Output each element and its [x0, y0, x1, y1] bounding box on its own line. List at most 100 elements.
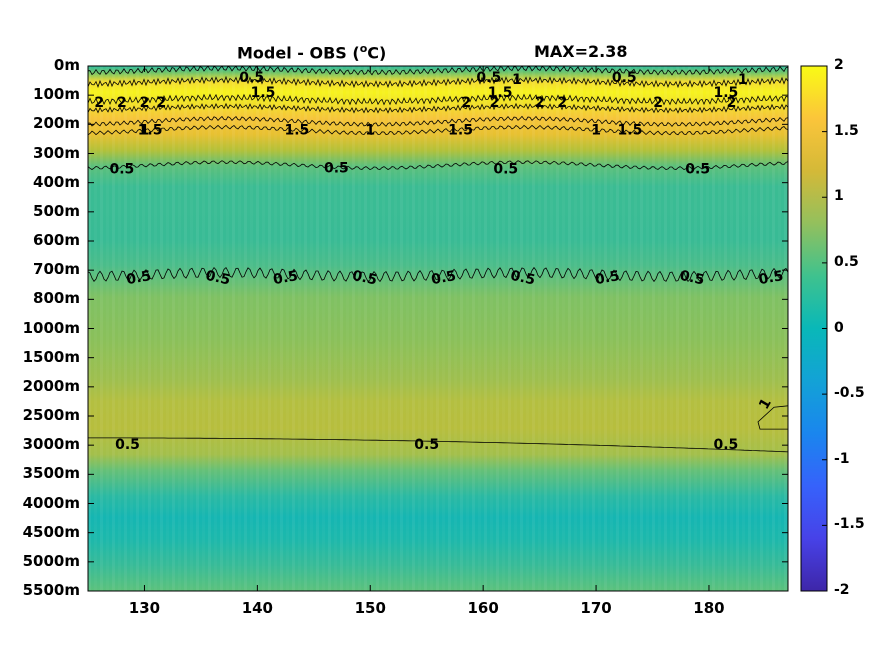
- y-ticks: [88, 65, 788, 592]
- texture-stripe: [262, 66, 265, 591]
- texture-stripe: [382, 66, 385, 591]
- texture-stripe: [460, 66, 463, 591]
- y-tick-label: 200m: [33, 114, 80, 133]
- texture-stripe: [634, 66, 637, 591]
- colorbar-tick-label: 2: [834, 57, 844, 73]
- texture-stripe: [100, 66, 103, 591]
- texture-stripe: [544, 66, 547, 591]
- y-tick-label: 3000m: [22, 435, 80, 454]
- contour-lines: [88, 66, 788, 453]
- texture-stripe: [352, 66, 355, 591]
- texture-stripe: [532, 66, 535, 591]
- y-tick-label: 800m: [33, 289, 80, 308]
- y-tick-label: 4500m: [22, 522, 80, 541]
- texture-stripe: [478, 66, 481, 591]
- colorbar-tick-label: 1.5: [834, 122, 859, 139]
- y-tick-label: 1500m: [22, 347, 80, 366]
- colorbar-tick-label: 0.5: [834, 253, 859, 270]
- chart-title: Model - OBS (oC): [237, 42, 386, 62]
- contour-label: 1.5: [618, 122, 643, 138]
- texture-stripe: [136, 66, 139, 591]
- texture-stripe: [760, 66, 763, 591]
- texture-stripe: [694, 66, 697, 591]
- contour-label: 0.5: [414, 437, 439, 453]
- texture-stripe: [322, 66, 325, 591]
- contour-label: 0.5: [713, 437, 738, 453]
- y-tick-label: 0m: [53, 56, 80, 74]
- title-unit: C): [367, 43, 387, 63]
- texture-stripe: [592, 66, 595, 591]
- texture-stripe: [298, 66, 301, 591]
- contour-line: [88, 93, 788, 106]
- texture-stripe: [412, 66, 415, 591]
- y-tick-label: 600m: [33, 231, 80, 249]
- contour-label: 2: [117, 95, 127, 111]
- texture-stripe: [304, 66, 307, 591]
- title-degree: o: [359, 42, 368, 55]
- texture-stripe: [502, 66, 505, 591]
- texture-stripe: [250, 66, 253, 591]
- texture-stripe: [676, 66, 679, 591]
- texture-stripe: [520, 66, 523, 591]
- contour-label: 2: [140, 95, 150, 111]
- texture-stripe: [112, 66, 115, 591]
- texture-stripe: [550, 66, 553, 591]
- texture-stripe: [142, 66, 145, 591]
- texture-stripe: [226, 66, 229, 591]
- contour-label: 0.5: [204, 268, 232, 289]
- texture-stripe: [166, 66, 169, 591]
- texture-stripe: [712, 66, 715, 591]
- texture-stripe: [586, 66, 589, 591]
- texture-stripe: [334, 66, 337, 591]
- contour-label: 2: [157, 95, 167, 111]
- texture-stripe: [184, 66, 187, 591]
- y-tick-label: 5500m: [22, 581, 80, 599]
- texture-stripe: [130, 66, 133, 591]
- contour-line: [88, 437, 788, 453]
- texture-stripe: [220, 66, 223, 591]
- contour-label: 0.5: [239, 70, 264, 86]
- contour-label: 1.5: [448, 122, 473, 138]
- texture-stripe: [286, 66, 289, 591]
- texture-stripe: [94, 66, 97, 591]
- texture-stripe: [682, 66, 685, 591]
- title-text: Model - OBS (: [237, 43, 360, 63]
- texture-stripe: [688, 66, 691, 591]
- contour-label: 0.5: [272, 268, 299, 288]
- y-tick-label: 2500m: [22, 406, 80, 424]
- texture-stripe: [400, 66, 403, 591]
- texture-stripe: [406, 66, 409, 591]
- contour-label: 1.5: [713, 85, 738, 101]
- colorbar-tick-label: -2: [834, 582, 850, 598]
- contour-label: 1: [140, 122, 150, 138]
- texture-stripe: [778, 66, 781, 591]
- contour-label: 2: [490, 95, 500, 111]
- texture-stripe: [316, 66, 319, 591]
- y-tick-label: 300m: [33, 143, 80, 162]
- texture-stripe: [514, 66, 517, 591]
- contour-label: 2: [94, 95, 104, 111]
- texture-stripe: [718, 66, 721, 591]
- texture-stripe: [148, 66, 151, 591]
- texture-stripe: [292, 66, 295, 591]
- texture-stripe: [574, 66, 577, 591]
- texture-stripe: [748, 66, 751, 591]
- texture-stripe: [604, 66, 607, 591]
- texture-stripe: [466, 66, 469, 591]
- colorbar-tick-label: -0.5: [834, 385, 865, 402]
- colorbar-tick-label: -1: [834, 450, 850, 467]
- texture-stripe: [628, 66, 631, 591]
- contour-line: [88, 124, 788, 136]
- contour-line: [88, 75, 788, 89]
- contour-line: [757, 405, 788, 430]
- texture-stripe: [202, 66, 205, 591]
- contour-label: 1: [591, 122, 601, 138]
- contour-line: [88, 115, 788, 128]
- contour-line: [88, 266, 788, 283]
- texture-stripe: [214, 66, 217, 591]
- texture-stripe: [268, 66, 271, 591]
- texture-stripe: [484, 66, 487, 591]
- texture-stripe: [442, 66, 445, 591]
- contour-label: 2: [461, 95, 471, 111]
- texture-stripe: [490, 66, 493, 591]
